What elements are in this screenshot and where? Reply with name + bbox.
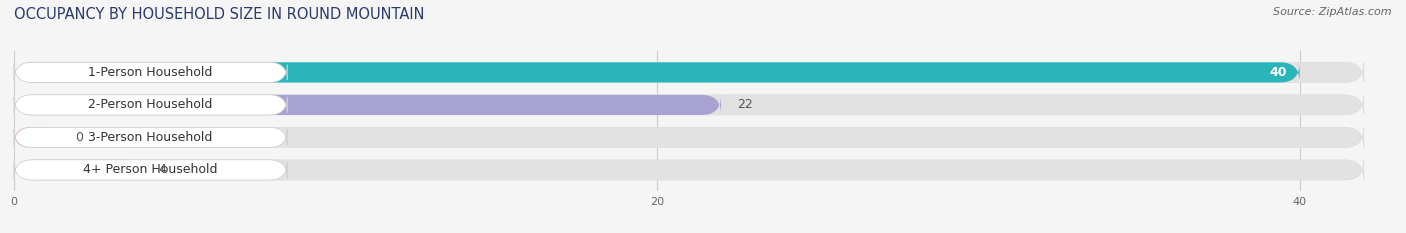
FancyBboxPatch shape bbox=[14, 62, 1364, 82]
Text: 22: 22 bbox=[737, 98, 752, 111]
FancyBboxPatch shape bbox=[14, 62, 1299, 82]
FancyBboxPatch shape bbox=[14, 160, 1364, 180]
Text: OCCUPANCY BY HOUSEHOLD SIZE IN ROUND MOUNTAIN: OCCUPANCY BY HOUSEHOLD SIZE IN ROUND MOU… bbox=[14, 7, 425, 22]
FancyBboxPatch shape bbox=[14, 127, 287, 147]
FancyBboxPatch shape bbox=[14, 160, 287, 180]
Text: 40: 40 bbox=[1270, 66, 1286, 79]
FancyBboxPatch shape bbox=[14, 127, 62, 147]
Text: Source: ZipAtlas.com: Source: ZipAtlas.com bbox=[1274, 7, 1392, 17]
Text: 2-Person Household: 2-Person Household bbox=[89, 98, 212, 111]
Text: 3-Person Household: 3-Person Household bbox=[89, 131, 212, 144]
FancyBboxPatch shape bbox=[14, 95, 287, 115]
FancyBboxPatch shape bbox=[14, 95, 1364, 115]
FancyBboxPatch shape bbox=[14, 62, 287, 82]
FancyBboxPatch shape bbox=[14, 95, 721, 115]
Text: 1-Person Household: 1-Person Household bbox=[89, 66, 212, 79]
Text: 0: 0 bbox=[75, 131, 83, 144]
Text: 4+ Person Household: 4+ Person Household bbox=[83, 163, 218, 176]
FancyBboxPatch shape bbox=[14, 160, 142, 180]
Text: 4: 4 bbox=[159, 163, 166, 176]
FancyBboxPatch shape bbox=[14, 127, 1364, 147]
